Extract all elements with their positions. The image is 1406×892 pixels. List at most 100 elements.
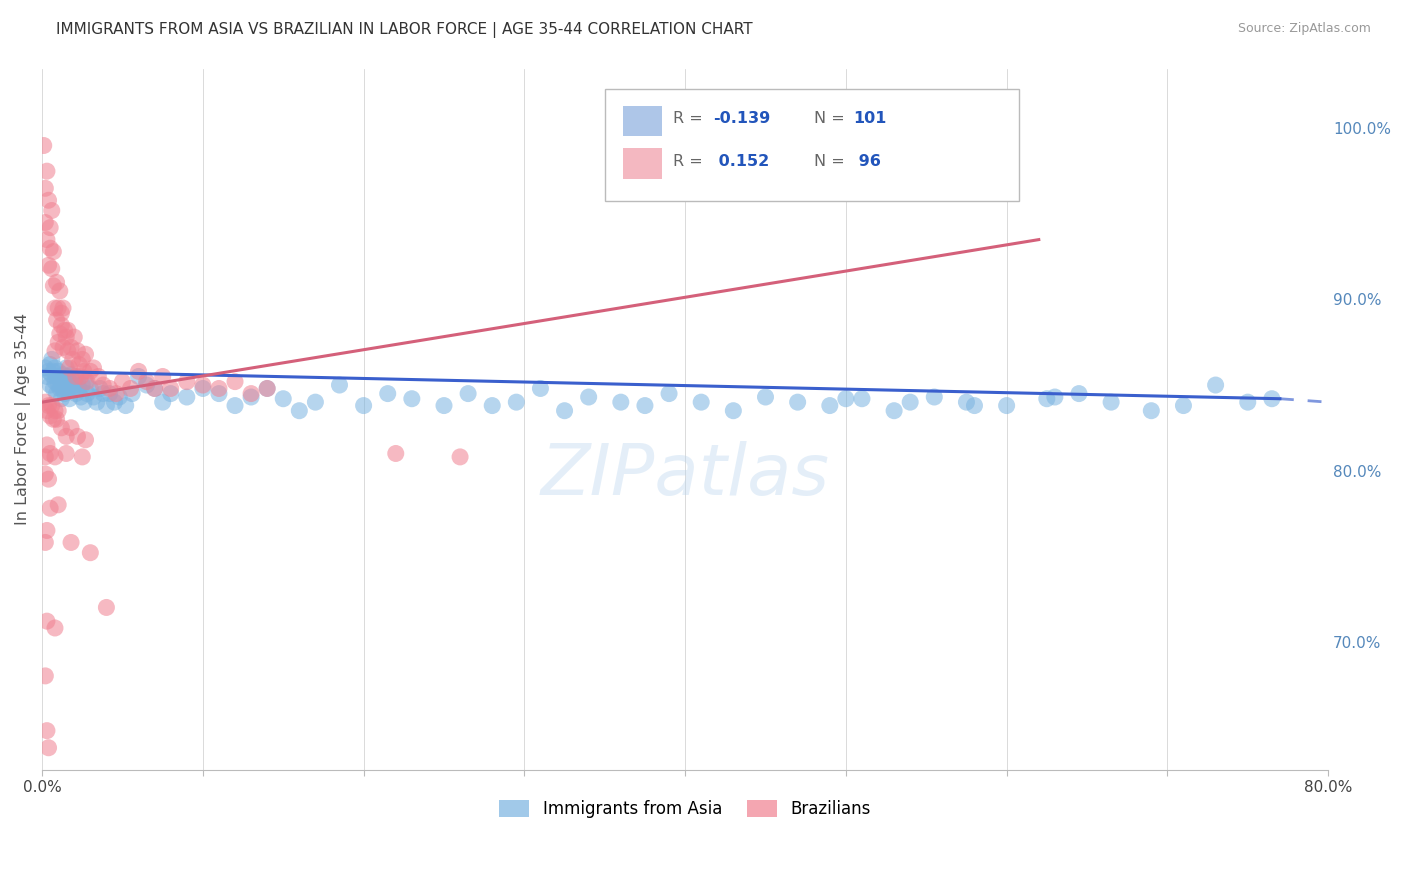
Text: -0.139: -0.139 (713, 112, 770, 126)
Point (69, 390, 91, 404)
Point (46, 364, 69, 378)
Point (208, 386, 231, 401)
Point (72, 378, 94, 392)
Point (224, 375, 246, 389)
Point (1036, 392, 1059, 406)
Point (56, 369, 79, 384)
Point (55, 330, 77, 344)
Point (72, 450, 94, 464)
Point (38, 364, 60, 378)
Point (114, 399, 136, 413)
Point (87, 369, 110, 384)
Point (45, 386, 67, 401)
Point (63, 330, 86, 344)
Point (41, 261, 63, 276)
Point (60, 535, 83, 549)
Point (34, 450, 56, 464)
Point (658, 386, 681, 401)
Point (76, 386, 98, 401)
Point (35, 164, 58, 178)
Point (42, 244, 65, 259)
Point (49, 326, 72, 341)
Point (66, 429, 89, 443)
Point (69, 369, 91, 384)
Text: ZIPatlas: ZIPatlas (541, 441, 830, 510)
Point (96, 399, 118, 413)
Point (75, 375, 97, 389)
Point (128, 364, 150, 378)
Point (55, 373, 77, 387)
Point (143, 381, 166, 395)
Point (51, 318, 73, 333)
Point (108, 390, 131, 404)
Point (35, 723, 58, 738)
Point (52, 381, 75, 395)
Point (67, 358, 90, 372)
Point (98, 381, 121, 395)
Point (34, 395, 56, 409)
Point (271, 392, 294, 406)
Point (49, 381, 72, 395)
Point (52, 301, 75, 315)
Point (42, 381, 65, 395)
Point (51, 392, 73, 406)
Point (56, 343, 79, 358)
Point (818, 399, 841, 413)
Point (60, 340, 83, 354)
Text: 0.152: 0.152 (713, 154, 769, 169)
Point (176, 390, 198, 404)
Point (49, 369, 72, 384)
Point (1067, 386, 1090, 401)
Point (45, 369, 67, 384)
Point (111, 375, 134, 389)
Point (35, 233, 58, 247)
Point (42, 278, 65, 293)
Point (46, 403, 69, 417)
Point (1261, 392, 1284, 406)
Point (481, 399, 503, 413)
Point (65, 369, 87, 384)
Point (44, 301, 66, 315)
Point (883, 403, 905, 417)
Point (39, 409, 62, 423)
Point (46, 378, 69, 392)
Text: IMMIGRANTS FROM ASIA VS BRAZILIAN IN LABOR FORCE | AGE 35-44 CORRELATION CHART: IMMIGRANTS FROM ASIA VS BRAZILIAN IN LAB… (56, 22, 752, 38)
Point (554, 403, 576, 417)
Point (1140, 403, 1163, 417)
Point (53, 323, 76, 337)
Point (96, 600, 118, 615)
Point (38, 258, 60, 272)
Point (73, 364, 96, 378)
Point (34, 181, 56, 195)
Point (86, 395, 108, 409)
Point (34, 360, 56, 375)
Point (51, 375, 73, 389)
Point (89, 381, 111, 395)
Point (353, 399, 375, 413)
Point (49, 284, 72, 298)
Text: N =: N = (814, 154, 851, 169)
Point (610, 395, 633, 409)
Point (91, 378, 114, 392)
Point (152, 395, 174, 409)
Point (1099, 395, 1122, 409)
Point (46, 301, 69, 315)
Point (955, 395, 977, 409)
Point (208, 381, 231, 395)
Point (44, 403, 66, 417)
Point (159, 386, 181, 401)
Point (79, 546, 101, 560)
Point (39, 446, 62, 460)
Point (41, 203, 63, 218)
Point (56, 381, 79, 395)
Point (135, 375, 157, 389)
Legend: Immigrants from Asia, Brazilians: Immigrants from Asia, Brazilians (492, 793, 877, 825)
Point (35, 369, 58, 384)
Point (51, 421, 73, 435)
Point (433, 399, 456, 413)
Point (1173, 399, 1195, 413)
Point (83, 360, 105, 375)
Point (578, 390, 600, 404)
Point (72, 352, 94, 367)
Point (240, 390, 263, 404)
